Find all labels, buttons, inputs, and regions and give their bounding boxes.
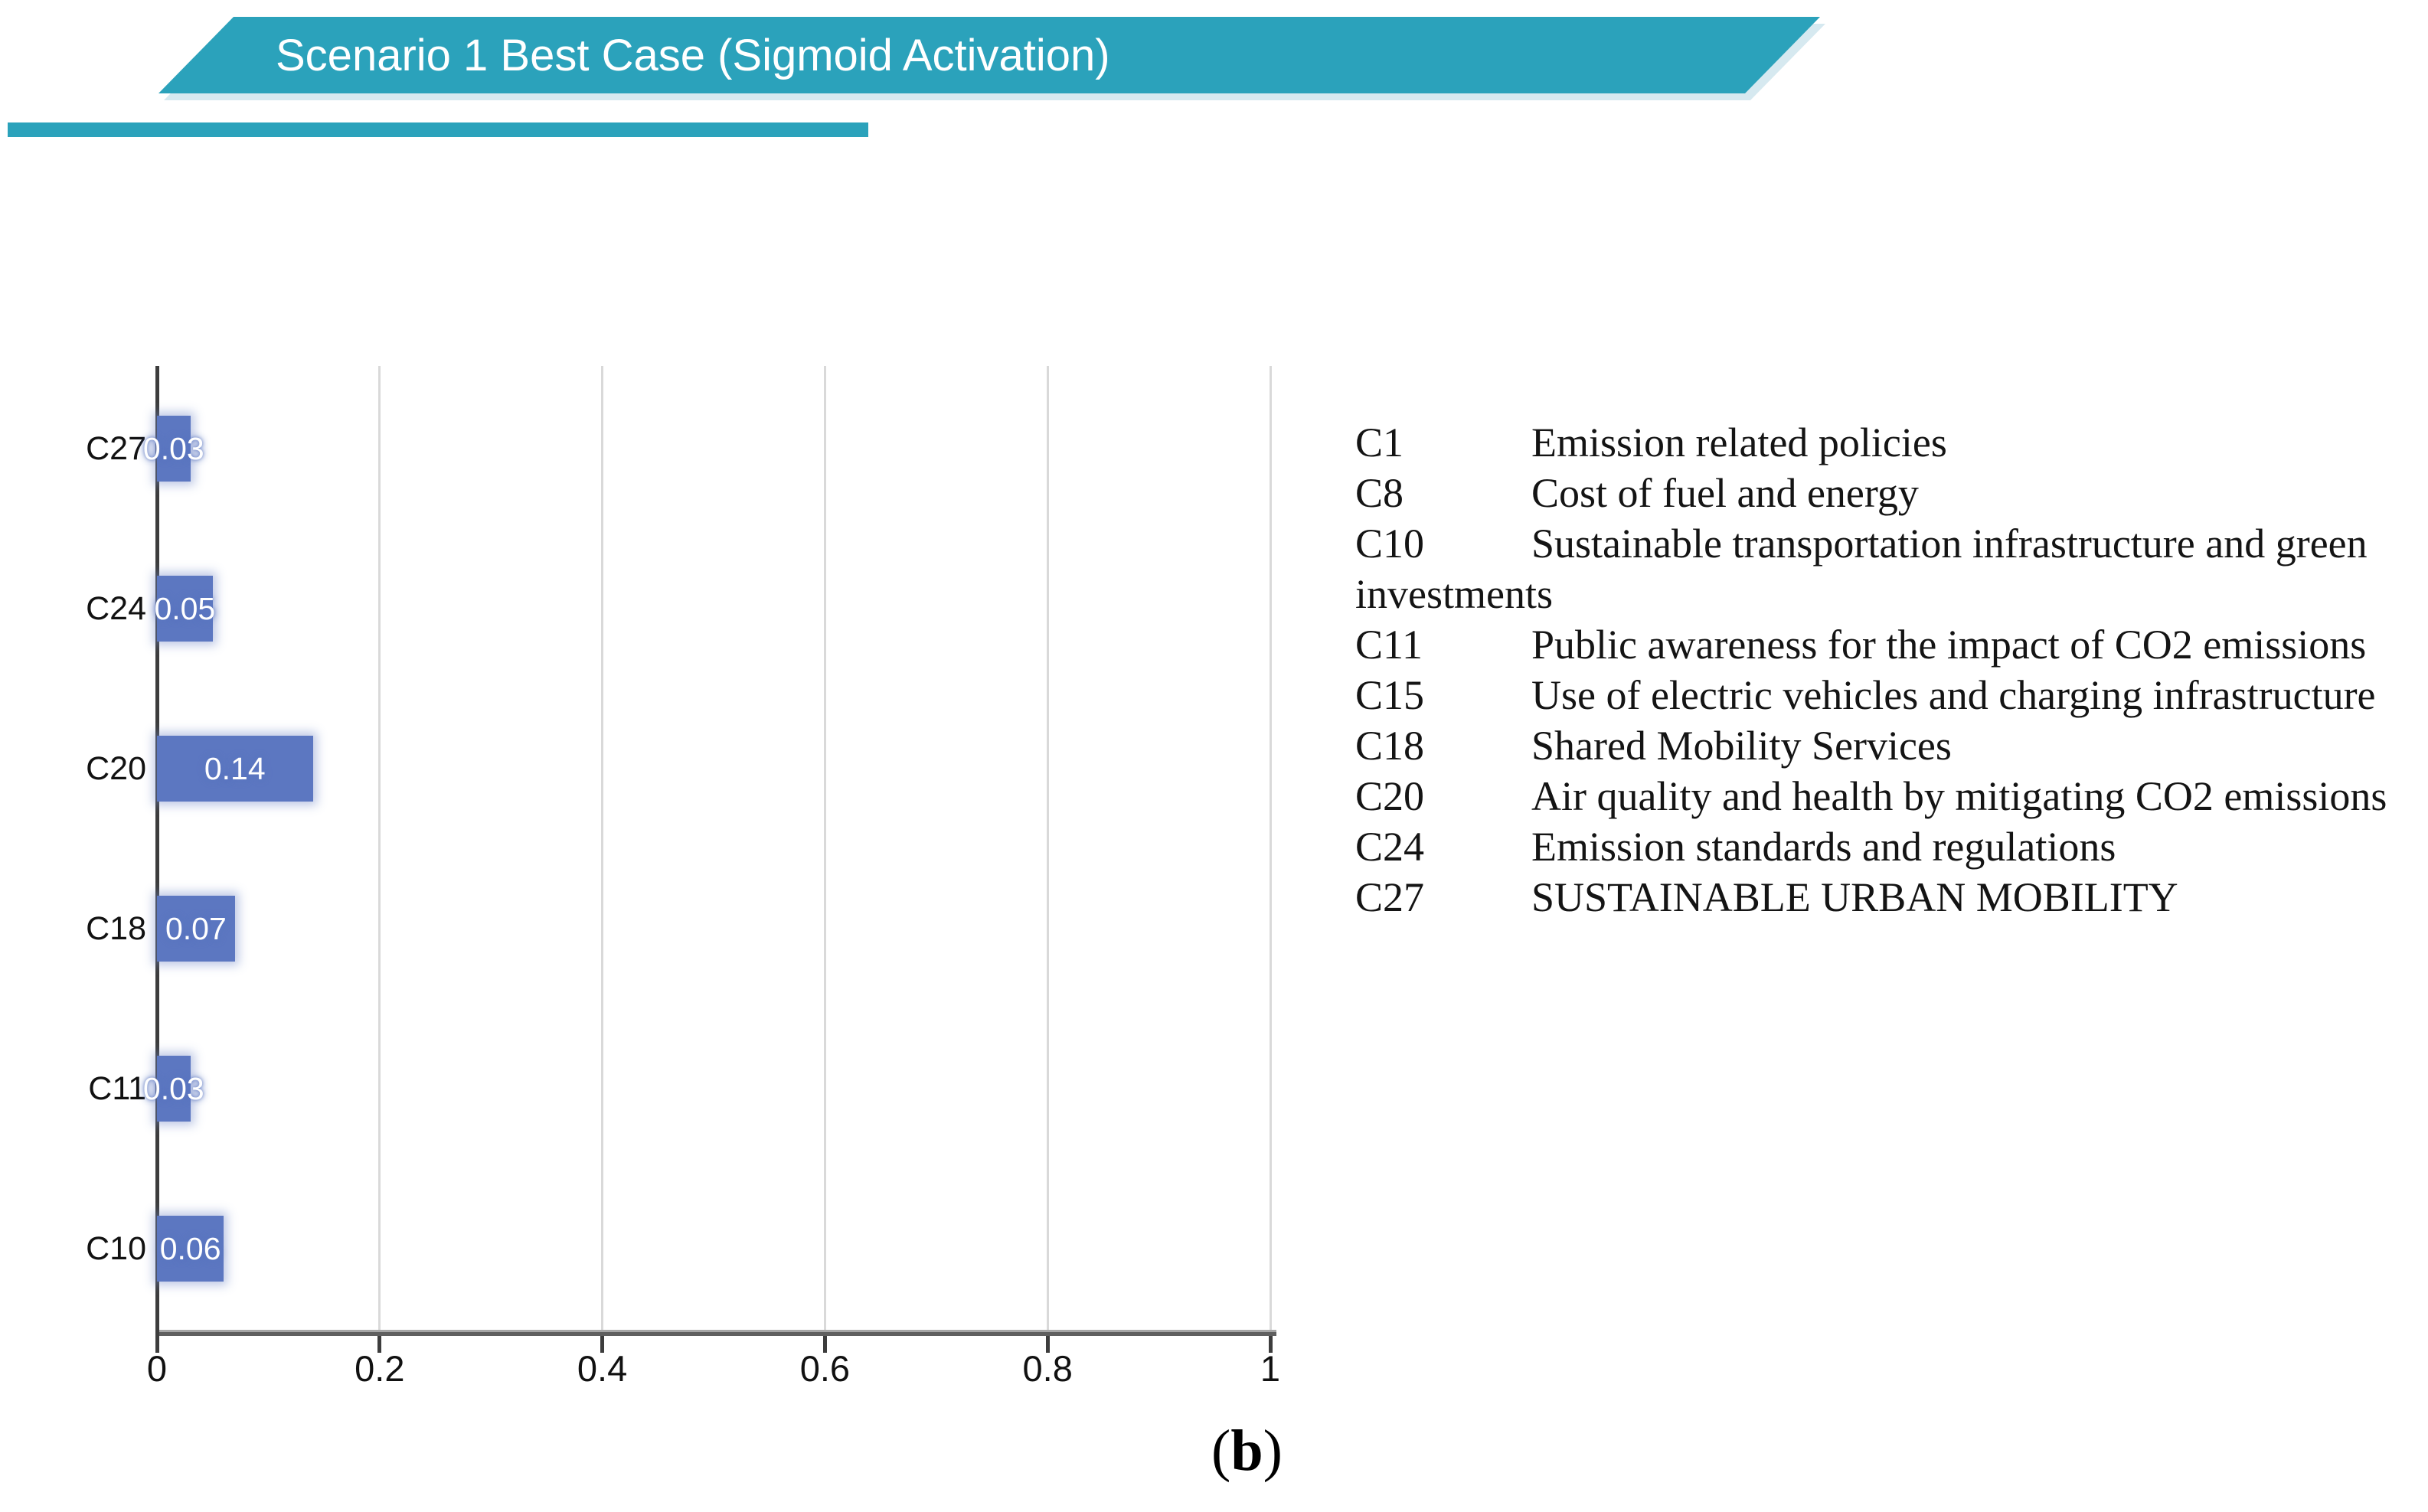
gridline	[823, 366, 826, 1331]
bar-c18	[157, 896, 235, 962]
x-axis-tick-mark	[1045, 1334, 1050, 1353]
data-label: 0.03	[142, 1071, 204, 1106]
legend-description: Sustainable transportation infrastructur…	[1355, 521, 2368, 617]
title-banner: Scenario 1 Best Case (Sigmoid Activation…	[158, 17, 1820, 93]
legend-entry-c8: C8 Cost of fuel and energy	[1355, 468, 2421, 518]
legend-description: Emission standards and regulations	[1531, 824, 2116, 870]
x-axis-tick-label: 0.4	[577, 1348, 628, 1389]
legend-entry-c18: C18 Shared Mobility Services	[1355, 720, 2421, 771]
x-axis-tick-label: 0.2	[355, 1348, 405, 1389]
legend-entry-c27: C27 SUSTAINABLE URBAN MOBILITY	[1355, 872, 2421, 923]
x-axis-tick-mark	[600, 1334, 605, 1353]
gridline	[1046, 366, 1049, 1331]
category-label: C24	[86, 590, 146, 627]
category-label: C10	[86, 1230, 146, 1267]
category-label: C27	[86, 430, 146, 467]
x-axis-tick-mark	[822, 1334, 827, 1353]
legend-entry-c24: C24 Emission standards and regulations	[1355, 821, 2421, 872]
legend-code: C24	[1355, 824, 1425, 870]
legend-code: C1	[1355, 420, 1404, 465]
caption-close-paren: )	[1263, 1419, 1283, 1483]
legend-code: C11	[1355, 622, 1423, 668]
gridline	[1269, 366, 1272, 1331]
legend-entry-c20: C20 Air quality and health by mitigating …	[1355, 771, 2421, 821]
subfigure-caption: (b)	[1211, 1419, 1283, 1483]
bar-c11	[157, 1056, 191, 1122]
data-label: 0.14	[204, 751, 266, 786]
legend-description: Emission related policies	[1531, 420, 1947, 465]
x-axis-tick-label: 0.6	[799, 1348, 851, 1389]
gridline	[601, 366, 604, 1331]
x-axis-tick-label: 0	[146, 1348, 168, 1389]
legend-description: Shared Mobility Services	[1531, 723, 1952, 769]
legend-code: C10	[1355, 521, 1425, 567]
data-label: 0.07	[165, 911, 227, 946]
category-label: C18	[86, 910, 146, 947]
legend-description: Public awareness for the impact of CO2 e…	[1531, 622, 2367, 668]
data-label: 0.05	[154, 591, 216, 626]
legend-code: C8	[1355, 470, 1404, 516]
category-label: C20	[86, 750, 146, 787]
legend-description: SUSTAINABLE URBAN MOBILITY	[1531, 874, 2178, 920]
legend-entry-c1: C1 Emission related policies	[1355, 417, 2421, 468]
x-axis-tick-mark	[1268, 1334, 1273, 1353]
caption-open-paren: (	[1211, 1419, 1231, 1483]
legend-description: Cost of fuel and energy	[1531, 470, 1919, 516]
caption-letter: b	[1230, 1419, 1263, 1483]
data-label: 0.03	[142, 431, 204, 466]
bar-c10	[157, 1216, 224, 1282]
legend-description: Use of electric vehicles and charging in…	[1531, 672, 2376, 718]
bar-c24	[157, 576, 213, 642]
legend-entry-c10: C10 Sustainable transportation infrastruc…	[1355, 518, 2421, 619]
y-axis-line	[155, 366, 159, 1352]
legend-code: C27	[1355, 874, 1425, 920]
bar-c20	[157, 736, 313, 802]
x-axis-tick-label: 0.8	[1022, 1348, 1073, 1389]
legend-entry-c15: C15 Use of electric vehicles and charging…	[1355, 670, 2421, 720]
figure-title: Scenario 1 Best Case (Sigmoid Activation…	[276, 31, 1110, 80]
legend-code: C18	[1355, 723, 1425, 769]
teal-underline-bar	[8, 122, 868, 137]
legend-description: Air quality and health by mitigating CO2…	[1531, 773, 2387, 819]
title-banner-shape: Scenario 1 Best Case (Sigmoid Activation…	[158, 17, 1820, 93]
category-label: C11	[88, 1070, 146, 1107]
bar-c27	[157, 416, 191, 482]
legend-entry-c11: C11 Public awareness for the impact of CO…	[1355, 619, 2421, 670]
gridline	[378, 366, 381, 1331]
legend-code: C20	[1355, 773, 1425, 819]
x-axis-tick-label: 1	[1260, 1348, 1281, 1389]
legend-code: C15	[1355, 672, 1425, 718]
x-axis-line	[155, 1330, 1276, 1336]
legend: C1 Emission related policies C8 Cost of fue…	[1355, 417, 2421, 923]
x-axis-tick-mark	[377, 1334, 382, 1353]
data-label: 0.06	[159, 1231, 221, 1266]
